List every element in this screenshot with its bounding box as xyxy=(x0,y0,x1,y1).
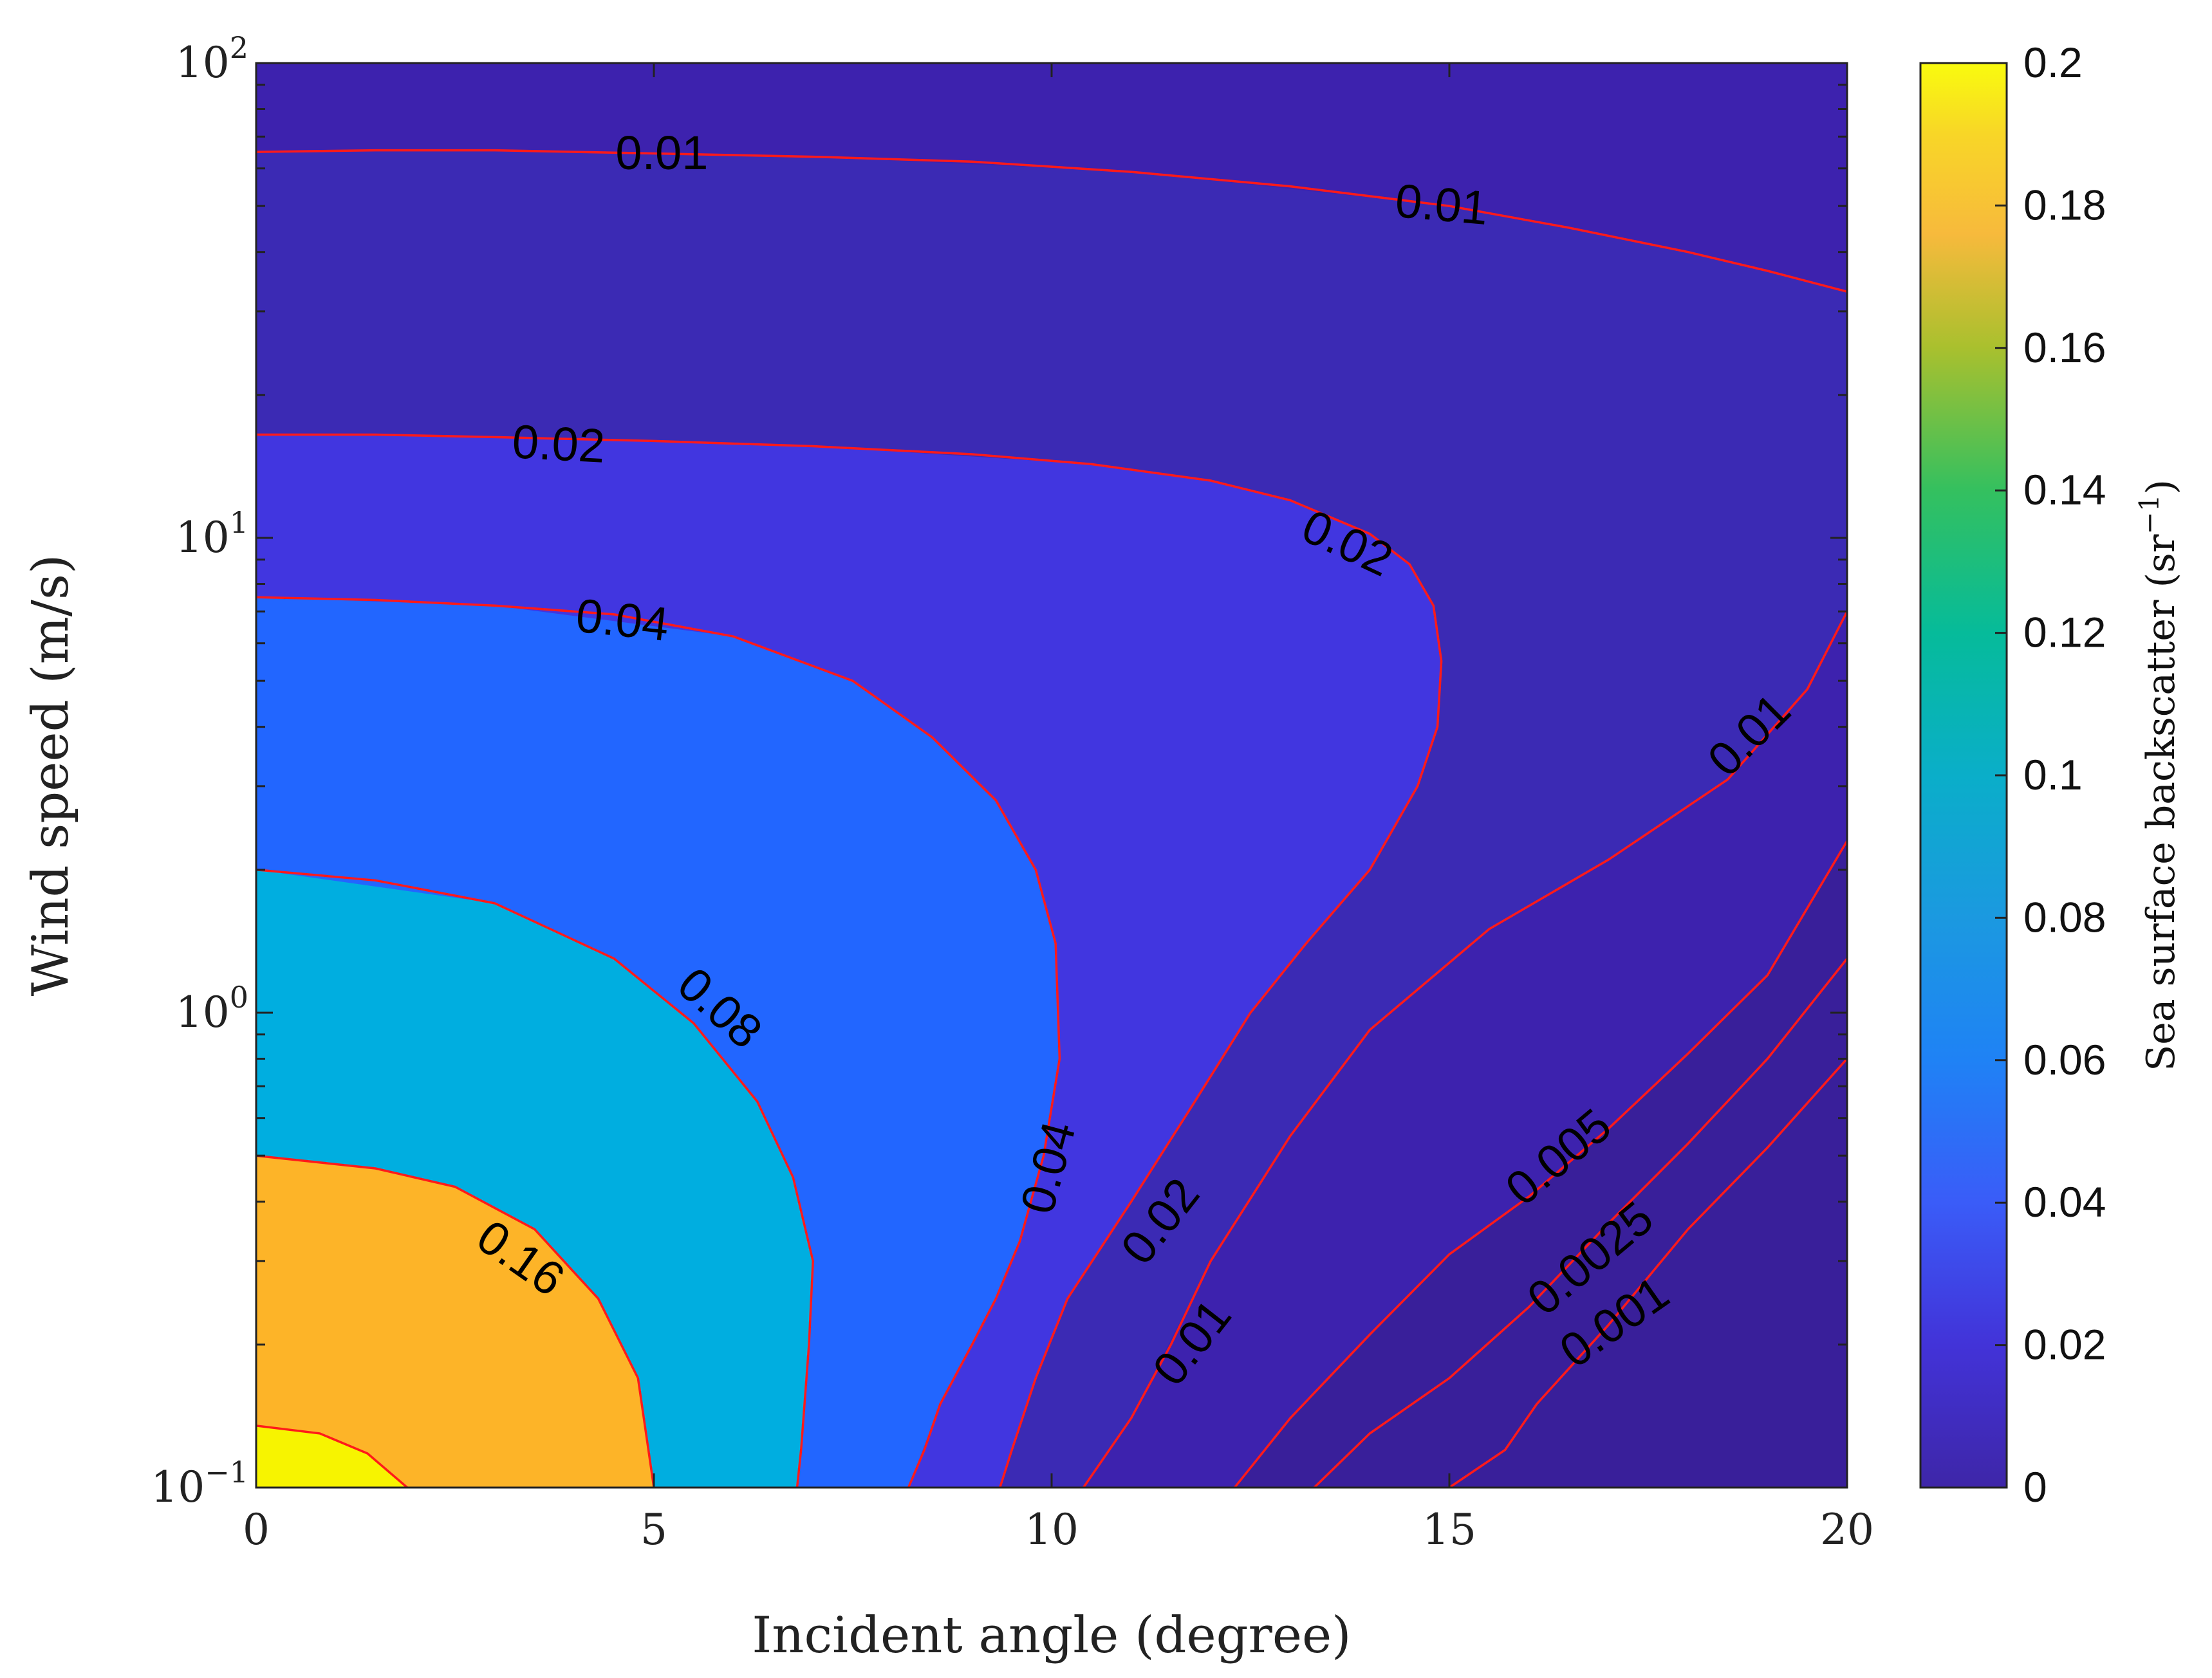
colorbar-ticks: 0 0.02 0.04 0.06 0.08 0.1 0.12 0.14 0.16 0.18 0.2 xyxy=(1995,39,2106,1511)
contour-line-0.2 xyxy=(256,1424,408,1488)
contour-line-layer xyxy=(256,149,1847,1488)
colorbar-tick-label: 0.2 xyxy=(2023,39,2083,86)
x-axis: 0 5 10 15 20 xyxy=(243,63,1874,1554)
x-axis-title: Incident angle (degree) xyxy=(752,1607,1351,1664)
y-tick-label: 102 xyxy=(176,30,248,88)
fill-peak xyxy=(256,1425,407,1488)
colorbar-tick-label: 0.04 xyxy=(2023,1178,2106,1226)
contour-line-0.0025 xyxy=(1313,957,1847,1488)
contour-line-0.01 xyxy=(256,149,1847,293)
y-tick-label: 10−1 xyxy=(151,1455,248,1512)
colorbar-tick-label: 0.06 xyxy=(2023,1036,2106,1083)
colorbar-title: Sea surface backscatter (sr−1) xyxy=(2133,479,2184,1071)
colorbar-tick-label: 0.14 xyxy=(2023,466,2106,513)
x-tick-label: 5 xyxy=(640,1505,667,1554)
contour-line-0.001 xyxy=(1449,1058,1847,1488)
colorbar-tick-label: 0.08 xyxy=(2023,893,2106,941)
colorbar-tick-label: 0.02 xyxy=(2023,1321,2106,1369)
colorbar-tick-label: 0.12 xyxy=(2023,609,2106,656)
fill-0.16 xyxy=(256,1156,654,1488)
contour-fill-layer xyxy=(256,63,1847,1488)
x-tick-label: 10 xyxy=(1025,1505,1079,1554)
contour-line-0.01 xyxy=(1082,611,1847,1488)
fill-0.005 xyxy=(1234,841,1847,1488)
x-tick-label: 15 xyxy=(1422,1505,1476,1554)
contour-label: 0.04 xyxy=(573,588,671,651)
x-tick-label: 20 xyxy=(1820,1505,1874,1554)
contour-label: 0.01 xyxy=(615,126,708,180)
contour-line-0.16 xyxy=(256,1154,655,1488)
colorbar xyxy=(1919,62,2008,1489)
y-axis: 10−1 100 101 102 xyxy=(151,30,1847,1512)
contour-line-0.02 xyxy=(256,433,1443,1488)
x-tick-label: 0 xyxy=(243,1505,270,1554)
colorbar-tick-label: 0 xyxy=(2023,1463,2047,1511)
contour-line-0.04 xyxy=(256,596,1061,1488)
contour-label: 0.02 xyxy=(511,414,606,472)
colorbar-tick-label: 0.16 xyxy=(2023,324,2106,371)
y-axis-title: Wind speed (m/s) xyxy=(22,555,80,997)
colorbar-tick-label: 0.1 xyxy=(2023,751,2083,798)
y-tick-label: 101 xyxy=(176,505,248,562)
contour-line-0.08 xyxy=(256,869,814,1488)
contour-line-0.005 xyxy=(1233,840,1847,1488)
contour-label: 0.01 xyxy=(1393,174,1491,235)
colorbar-tick-label: 0.18 xyxy=(2023,181,2106,228)
y-tick-label: 100 xyxy=(176,980,248,1037)
